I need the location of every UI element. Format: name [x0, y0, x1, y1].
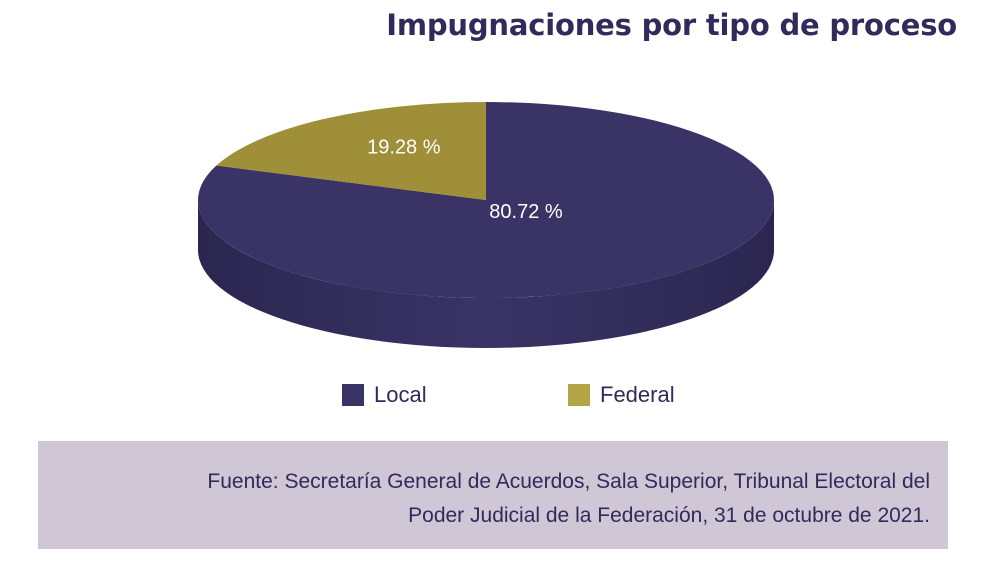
legend-item-local: Local	[342, 382, 427, 408]
chart-title: Impugnaciones por tipo de proceso	[386, 8, 957, 42]
pie-side-wall	[198, 200, 774, 348]
legend-item-federal: Federal	[568, 382, 675, 408]
source-note: Fuente: Secretaría General de Acuerdos, …	[38, 441, 948, 549]
slice-label-local: 80.72 %	[489, 201, 563, 223]
pie-slice-federal	[216, 102, 487, 200]
legend-label-local: Local	[374, 382, 427, 407]
source-line-1: Fuente: Secretaría General de Acuerdos, …	[207, 470, 930, 493]
legend-swatch-federal	[568, 384, 590, 406]
slice-label-federal: 19.28 %	[367, 137, 441, 159]
legend-swatch-local	[342, 384, 364, 406]
pie-chart: 80.72 % 19.28 %	[198, 102, 774, 348]
legend-label-federal: Federal	[600, 382, 675, 407]
source-line-2: Poder Judicial de la Federación, 31 de o…	[408, 504, 930, 527]
